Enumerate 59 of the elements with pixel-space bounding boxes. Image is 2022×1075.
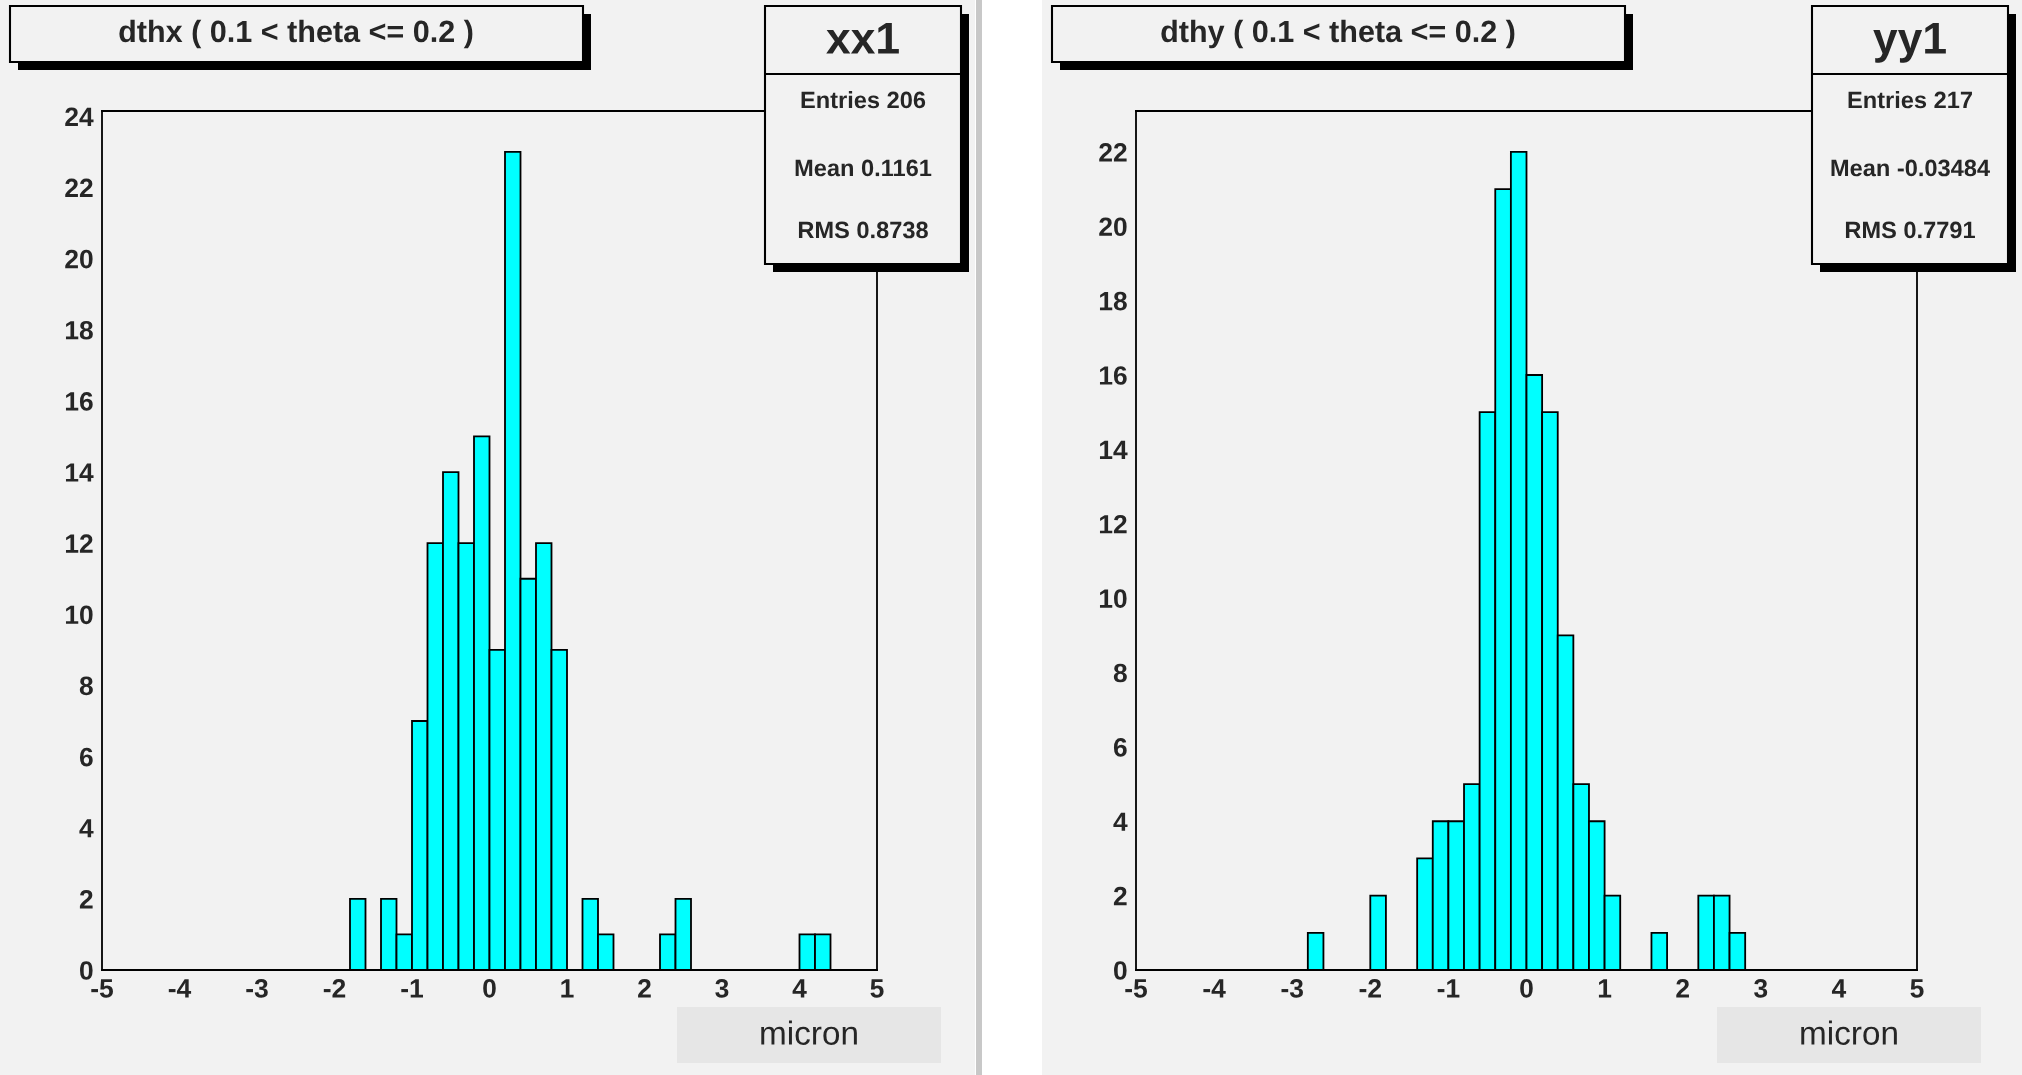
- y-tick-label: 6: [1113, 738, 1127, 757]
- y-tick-label: 4: [79, 819, 94, 838]
- x-tick-label: -5: [1125, 979, 1147, 998]
- x-tick-label: 1: [1598, 979, 1612, 998]
- x-tick-label: 0: [483, 979, 496, 998]
- y-tick-label: 14: [65, 463, 94, 482]
- x-tick-label: -5: [91, 979, 113, 998]
- y-tick-label: 12: [1099, 514, 1127, 534]
- y-tick-label: 6: [79, 747, 93, 767]
- x-tick-label: 5: [1910, 979, 1924, 998]
- text: xx1: [826, 22, 899, 54]
- x-axis-title: micron: [761, 1020, 857, 1045]
- y-tick-label: 20: [1099, 217, 1127, 237]
- y-tick-label: 18: [65, 320, 93, 340]
- x-tick-label: -4: [168, 979, 192, 998]
- y-tick-label: 22: [1099, 143, 1127, 162]
- y-tick-label: 8: [79, 676, 93, 696]
- y-tick-label: 14: [1099, 440, 1128, 459]
- y-tick-label: 8: [1113, 663, 1127, 683]
- y-tick-label: 12: [65, 534, 93, 553]
- y-tick-label: 22: [65, 178, 93, 198]
- y-tick-label: 4: [1113, 812, 1128, 831]
- text: Entries 217: [1848, 91, 1972, 109]
- x-tick-label: -3: [246, 979, 268, 998]
- x-tick-label: 4: [1831, 979, 1847, 998]
- y-tick-label: 10: [65, 605, 93, 625]
- chart-title: dthx ( 0.1 < theta <= 0.2 ): [119, 19, 473, 49]
- x-tick-label: -1: [401, 979, 423, 998]
- x-tick-label: 3: [1754, 979, 1768, 998]
- y-tick-label: 2: [1113, 886, 1127, 906]
- text: Entries 206: [801, 91, 926, 109]
- y-tick-label: 10: [1099, 589, 1127, 608]
- y-tick-label: 2: [79, 890, 93, 909]
- annotation: Mean 0.1161: [795, 159, 932, 177]
- x-tick-label: 0: [1520, 979, 1533, 998]
- y-tick-label: 24: [65, 107, 94, 126]
- x-tick-label: 3: [715, 979, 729, 998]
- x-tick-label: -2: [1359, 979, 1381, 998]
- chart-title: dthy ( 0.1 < theta <= 0.2 ): [1161, 19, 1515, 49]
- y-tick-label: 16: [1099, 366, 1127, 385]
- y-tick-label: 20: [65, 249, 93, 269]
- x-tick-label: -1: [1437, 979, 1460, 998]
- x-tick-label: 1: [561, 979, 574, 998]
- x-tick-label: -2: [323, 979, 346, 998]
- annotation: RMS 0.8738: [798, 221, 928, 239]
- x-tick-label: 5: [870, 979, 884, 998]
- y-tick-label: 0: [80, 961, 93, 980]
- x-tick-label: 4: [792, 979, 807, 998]
- y-tick-label: 0: [1114, 961, 1127, 980]
- annotation: RMS 0.7791: [1845, 221, 1975, 239]
- x-tick-label: -3: [1281, 979, 1303, 998]
- x-tick-label: 2: [638, 979, 651, 998]
- annotation: Mean -0.03484: [1831, 159, 1990, 177]
- x-tick-label: 2: [1676, 979, 1689, 998]
- y-tick-label: 18: [1099, 291, 1127, 311]
- text: yy1: [1873, 22, 1946, 63]
- x-tick-label: -4: [1203, 979, 1226, 998]
- y-tick-label: 16: [65, 392, 93, 411]
- x-axis-title: micron: [1801, 1020, 1897, 1045]
